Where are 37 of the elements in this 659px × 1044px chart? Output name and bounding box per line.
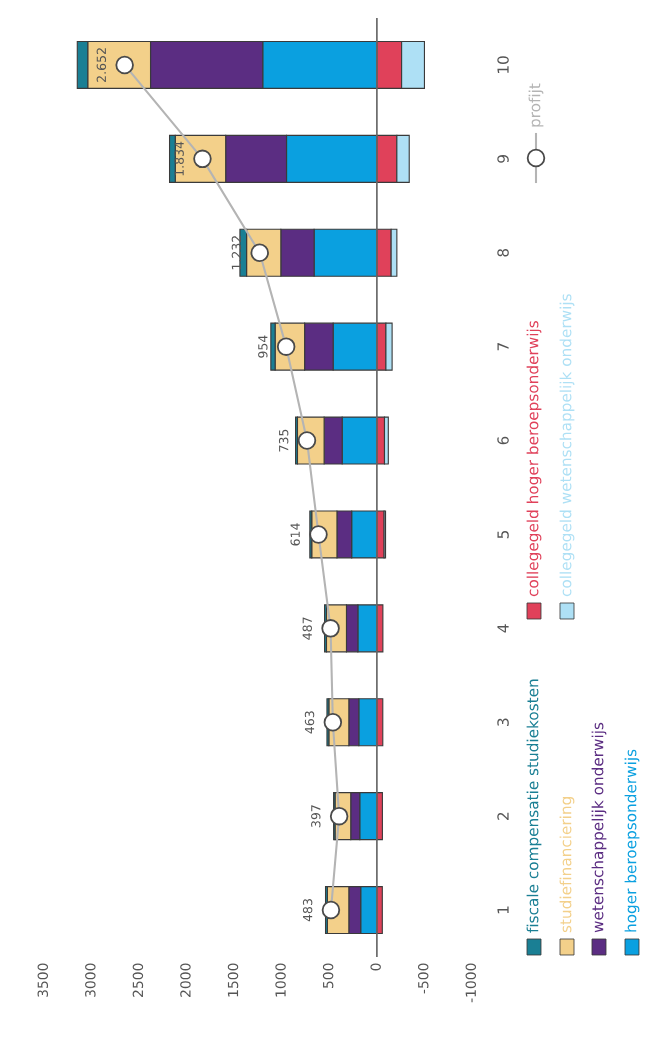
text: wetenschappelijk onderwijs [591,722,607,933]
x-tick-label: 1500 [227,963,239,997]
y-tick-label: 8 [497,248,509,257]
x-tick-label: -500 [417,963,429,994]
data-label: 463 [304,711,315,734]
text: hoger beroepsonderwijs [624,749,640,932]
y-tick-label: 10 [497,56,509,73]
y-tick-label: 1 [497,906,509,914]
y-tick-label: 6 [497,436,509,445]
data-label: 2.652 [96,48,107,82]
data-label: 397 [311,805,321,828]
text: fiscale compensatie studiekosten [526,679,542,933]
text: collegegeld wetenschappelijk onderwijs [559,294,575,597]
x-tick-label: 500 [322,963,334,988]
text: collegegeld hoger beroepsonderwijs [526,321,542,597]
data-label: 483 [302,899,313,922]
y-tick-label: 5 [497,530,509,539]
x-tick-label: 1000 [275,963,286,997]
text: studiefinanciering [559,797,575,933]
x-tick-label: 3000 [85,963,96,997]
data-label: 487 [302,617,312,640]
y-tick-label: 4 [497,624,509,633]
data-label: 954 [258,335,268,358]
x-tick-label: -1000 [465,963,477,1003]
data-label: 735 [278,429,289,452]
y-tick-label: 3 [497,718,509,726]
text: profijt [528,83,544,127]
x-tick-label: 0 [370,963,381,971]
data-label: 614 [290,523,300,546]
x-tick-label: 2000 [180,963,191,997]
data-label: 1.232 [231,236,242,270]
data-label: 1.834 [174,141,184,176]
x-tick-label: 3500 [37,963,49,997]
y-tick-label: 2 [497,812,509,820]
y-tick-label: 7 [497,343,509,351]
x-tick-label: 2500 [132,963,144,997]
y-tick-label: 9 [497,155,509,163]
